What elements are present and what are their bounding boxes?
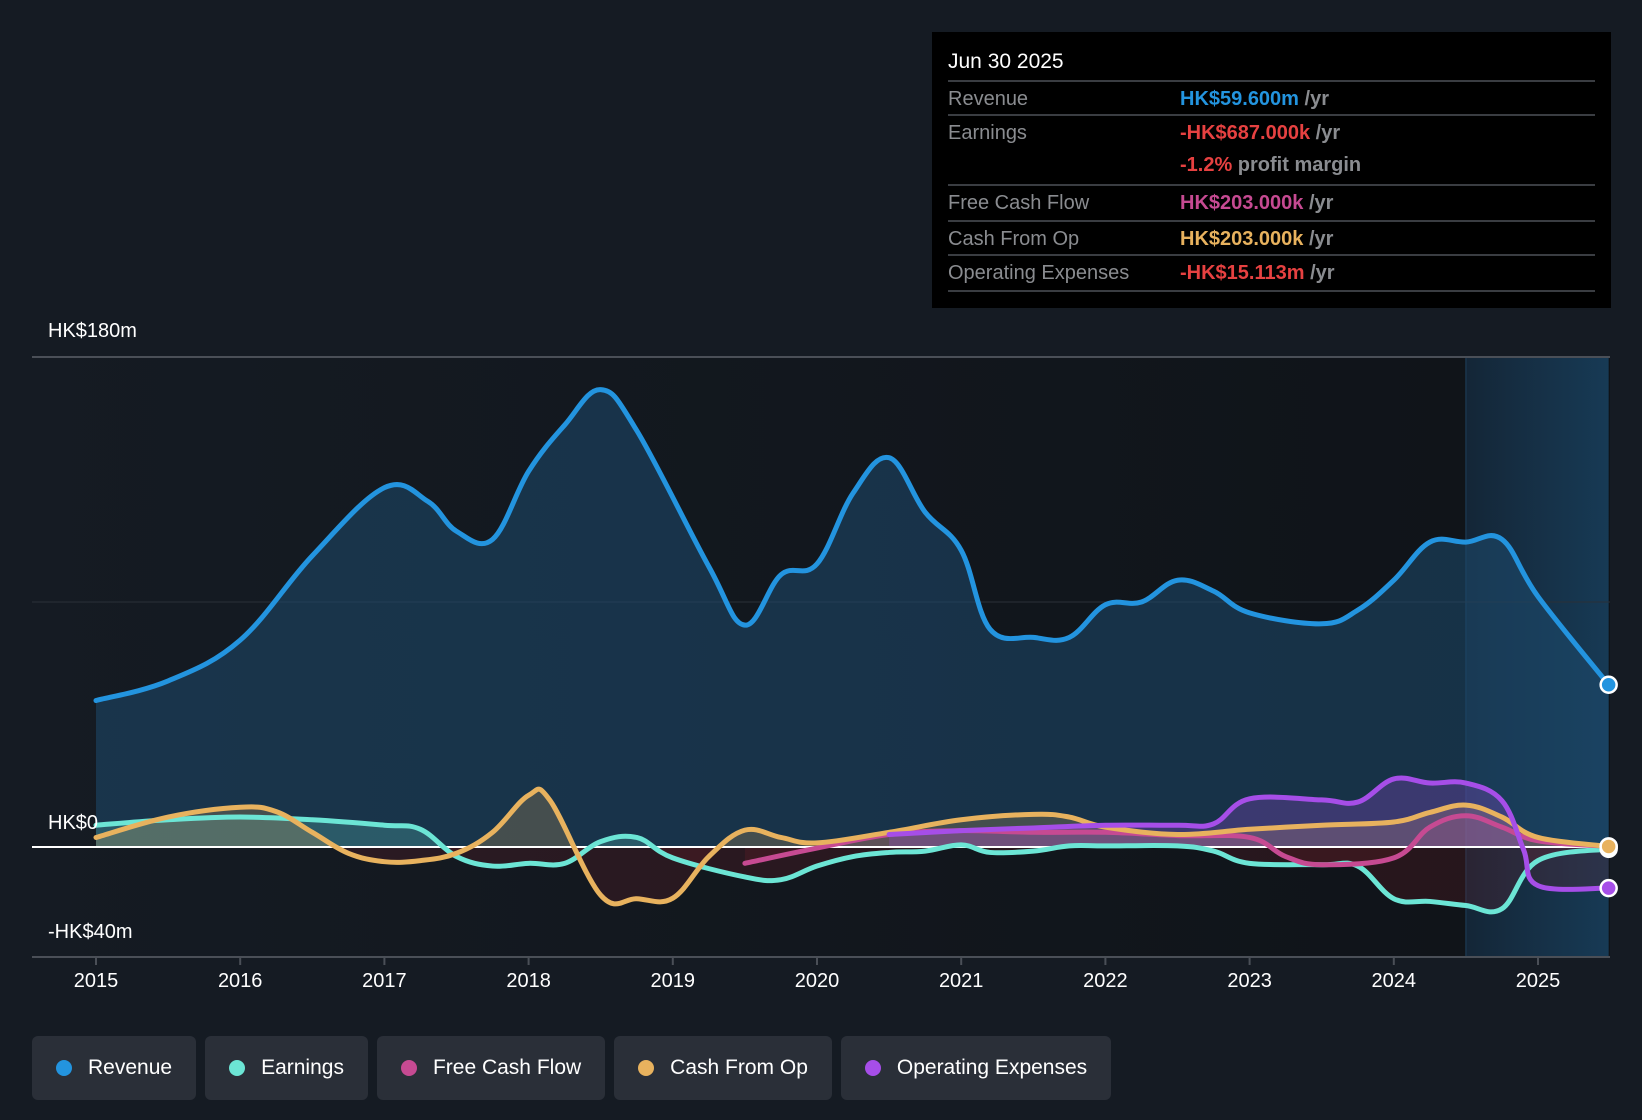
tooltip-value-number: -1.2% [1180, 154, 1233, 176]
x-tick-label: 2022 [1083, 970, 1128, 992]
tooltip-unit: /yr [1303, 228, 1334, 250]
y-label-zero: HK$0 [48, 812, 99, 834]
tooltip-label: Cash From Op [948, 228, 1080, 250]
tooltip-value-number: HK$203.000k [1180, 228, 1304, 250]
tooltip-row-profit-margin: -1.2% profit margin [948, 148, 1595, 182]
legend-label: Earnings [261, 1056, 344, 1079]
legend-item-free-cash-flow[interactable]: Free Cash Flow [376, 1036, 606, 1100]
x-tick-label: 2018 [506, 970, 551, 992]
free-cash-flow-area-negative [744, 847, 1609, 865]
tooltip-date: Jun 30 2025 [948, 50, 1064, 73]
legend-label: Operating Expenses [896, 1056, 1088, 1079]
tooltip-value-number: HK$203.000k [1180, 192, 1304, 214]
legend-label: Free Cash Flow [432, 1056, 582, 1079]
tooltip-value: -1.2% profit margin [1180, 154, 1361, 177]
tooltip-label: Revenue [948, 88, 1029, 110]
tooltip-label: Earnings [948, 122, 1027, 144]
tooltip-unit: /yr [1310, 122, 1341, 144]
legend-item-revenue[interactable]: Revenue [32, 1036, 197, 1100]
revenue-line [93, 387, 1612, 704]
tooltip-value: -HK$15.113m /yr [1180, 262, 1335, 285]
tooltip-label: Operating Expenses [948, 262, 1130, 284]
x-tick-label: 2019 [650, 970, 696, 992]
tooltip-unit: profit margin [1232, 154, 1362, 176]
x-tick-label: 2020 [794, 970, 840, 992]
x-tick-label: 2017 [362, 970, 407, 992]
cash-from-op-end-point [1599, 837, 1618, 856]
earnings-dot-icon [229, 1060, 246, 1076]
legend: Revenue Earnings Free Cash Flow Cash Fro… [32, 1036, 1112, 1100]
legend-item-operating-expenses[interactable]: Operating Expenses [840, 1036, 1112, 1100]
free-cash-flow-dot-icon [400, 1060, 417, 1076]
revenue-end-point [1599, 675, 1618, 695]
x-tick-label: 2015 [73, 970, 119, 992]
cash-from-op-dot-icon [638, 1060, 655, 1076]
y-label-bottom: -HK$40m [48, 921, 133, 943]
earnings-line [93, 814, 1612, 915]
tooltip-value: HK$203.000k /yr [1180, 192, 1333, 215]
tooltip-value-number: -HK$15.113m [1180, 262, 1305, 284]
legend-item-cash-from-op[interactable]: Cash From Op [614, 1036, 832, 1100]
tooltip-label: Free Cash Flow [948, 192, 1090, 214]
free-cash-flow-area-positive [744, 815, 1609, 847]
legend-item-earnings[interactable]: Earnings [205, 1036, 368, 1100]
revenue-area-positive [96, 389, 1609, 847]
tooltip-value: HK$203.000k /yr [1180, 228, 1333, 251]
x-tick-label: 2023 [1227, 970, 1272, 992]
revenue-dot-icon [56, 1060, 72, 1076]
x-tick-label: 2024 [1371, 970, 1417, 992]
tooltip-value: -HK$687.000k /yr [1180, 122, 1340, 145]
tooltip-unit: /yr [1304, 262, 1335, 284]
tooltip-row-operating-expenses: Operating Expenses -HK$15.113m /yr [948, 254, 1595, 290]
tooltip-value-number: -HK$687.000k [1180, 122, 1311, 144]
tooltip: Jun 30 2025 Revenue HK$59.600m /yr Earni… [932, 32, 1611, 308]
tooltip-row-earnings: Earnings -HK$687.000k /yr [948, 114, 1595, 150]
legend-label: Revenue [88, 1056, 173, 1079]
tooltip-unit: /yr [1303, 192, 1334, 214]
operating-expenses-end-point [1599, 878, 1618, 898]
cash-from-op-line [93, 786, 1612, 907]
operating-expenses-area-negative [889, 847, 1609, 890]
tooltip-row-revenue: Revenue HK$59.600m /yr [948, 80, 1595, 116]
tooltip-value: HK$59.600m /yr [1180, 88, 1329, 111]
x-tick-label: 2016 [217, 970, 263, 992]
operating-expenses-dot-icon [864, 1060, 881, 1076]
tooltip-unit: /yr [1298, 88, 1329, 110]
x-tick-label: 2025 [1515, 970, 1561, 992]
tooltip-divider [948, 290, 1595, 292]
tooltip-row-free-cash-flow: Free Cash Flow HK$203.000k /yr [948, 184, 1595, 220]
operating-expenses-line [886, 775, 1612, 892]
legend-label: Cash From Op [670, 1056, 808, 1079]
tooltip-row-cash-from-op: Cash From Op HK$203.000k /yr [948, 220, 1595, 256]
earnings-area-positive [96, 817, 1609, 847]
tooltip-value-number: HK$59.600m [1180, 88, 1299, 110]
y-label-top: HK$180m [48, 320, 137, 342]
x-tick-label: 2021 [938, 970, 984, 992]
